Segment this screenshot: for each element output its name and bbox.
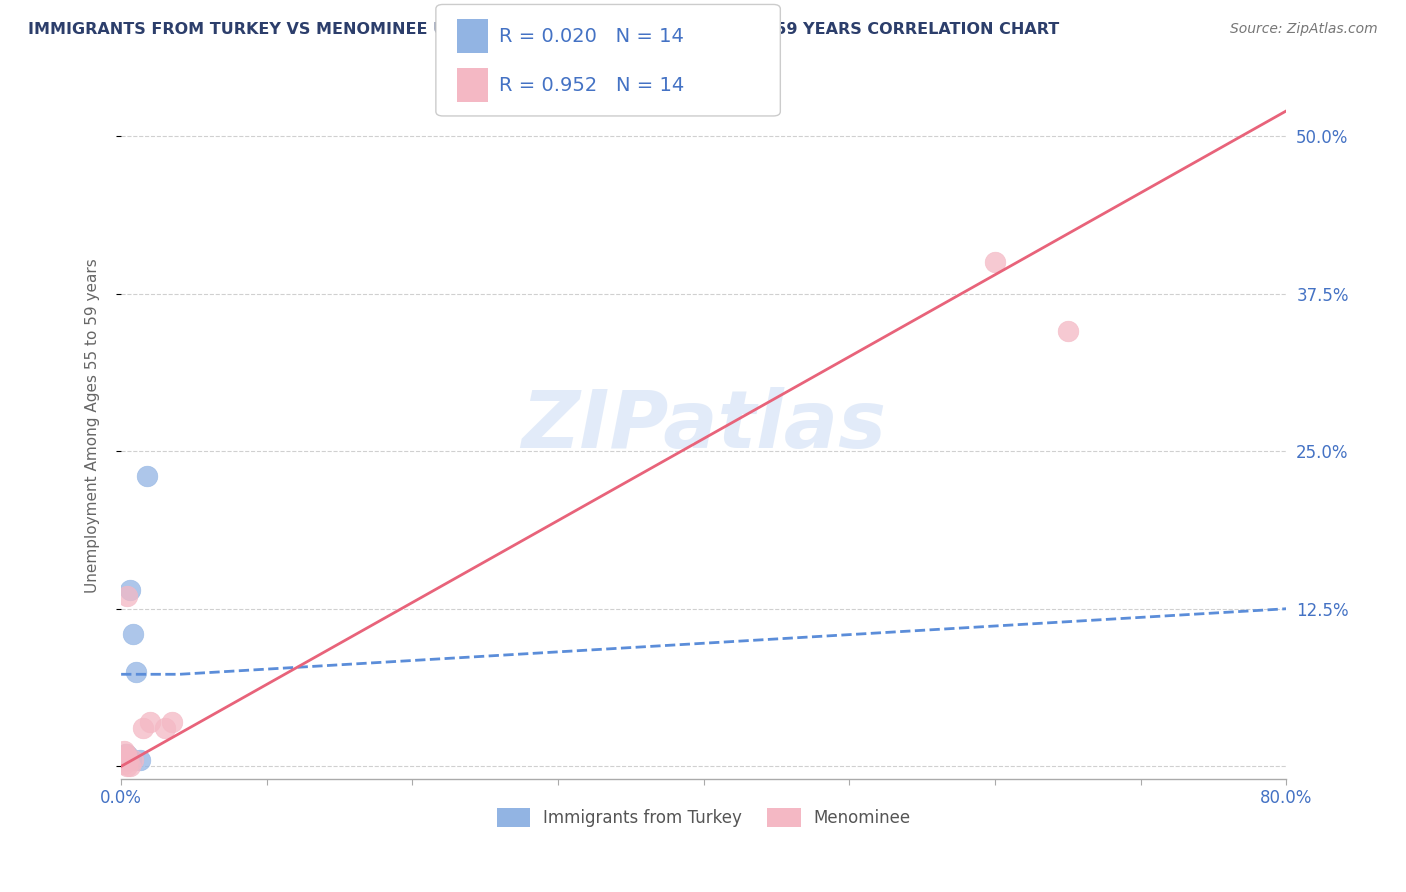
Point (136, 469, 159, 483)
Point (129, 753, 152, 767)
Point (139, 715, 162, 730)
Point (118, 759, 141, 773)
Y-axis label: Unemployment Among Ages 55 to 59 years: Unemployment Among Ages 55 to 59 years (86, 259, 100, 593)
Point (114, 747, 136, 761)
Point (112, 749, 135, 764)
Point (114, 753, 136, 767)
Point (1057, 325, 1080, 339)
Point (153, 722, 176, 736)
Point (112, 756, 135, 771)
Point (121, 627, 143, 641)
Point (132, 722, 155, 736)
Point (115, 759, 138, 773)
Point (111, 749, 134, 764)
Point (115, 589, 138, 603)
Point (117, 753, 139, 767)
Point (115, 753, 138, 767)
Text: ZIPatlas: ZIPatlas (522, 387, 886, 465)
Point (125, 665, 148, 679)
Point (117, 749, 139, 764)
Text: R = 0.020   N = 14: R = 0.020 N = 14 (499, 27, 683, 46)
Point (112, 753, 135, 767)
Text: R = 0.952   N = 14: R = 0.952 N = 14 (499, 77, 685, 95)
Point (114, 747, 136, 761)
Point (120, 753, 142, 767)
Point (160, 715, 183, 730)
Point (121, 753, 143, 767)
Text: Source: ZipAtlas.com: Source: ZipAtlas.com (1230, 22, 1378, 37)
Point (114, 749, 136, 764)
Point (117, 753, 139, 767)
Point (118, 582, 141, 597)
Legend: Immigrants from Turkey, Menominee: Immigrants from Turkey, Menominee (489, 802, 918, 834)
Point (111, 753, 134, 767)
Text: IMMIGRANTS FROM TURKEY VS MENOMINEE UNEMPLOYMENT AMONG AGES 55 TO 59 YEARS CORRE: IMMIGRANTS FROM TURKEY VS MENOMINEE UNEM… (28, 22, 1059, 37)
Point (112, 744, 135, 758)
Point (984, 255, 1007, 269)
